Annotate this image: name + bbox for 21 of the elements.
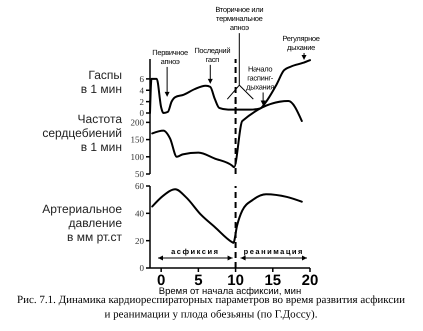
x-axis-title: Время от начала асфиксии, мин <box>158 286 302 297</box>
x-tick-label: 0 <box>156 272 166 289</box>
y-tick-label: 60 <box>135 181 144 192</box>
y-tick-label: 0 <box>140 263 144 274</box>
y-tick-label: 4 <box>140 85 144 96</box>
x-tick-label: 20 <box>302 272 318 289</box>
y-axis-title: Гаспы в 1 мин <box>80 68 122 96</box>
y-tick-label: 40 <box>135 208 144 218</box>
y-tick-label: 200 <box>130 118 144 128</box>
x-tick-label: 15 <box>264 272 282 289</box>
x-tick-label: 10 <box>227 272 244 289</box>
y-tick-label: 50 <box>135 169 144 180</box>
y-axis-title: Частота сердцебиений в 1 мин <box>42 112 122 154</box>
y-axis-title: Артериальное давление в мм рт.ст <box>42 202 122 244</box>
y-tick-label: 6 <box>140 74 144 84</box>
y-tick-label: 20 <box>135 236 144 246</box>
y-tick-label: 150 <box>130 134 144 145</box>
y-tick-label: 2 <box>140 96 144 107</box>
y-tick-label: 0 <box>140 108 144 118</box>
x-tick-label: 5 <box>194 272 203 289</box>
y-tick-label: 100 <box>130 152 144 162</box>
